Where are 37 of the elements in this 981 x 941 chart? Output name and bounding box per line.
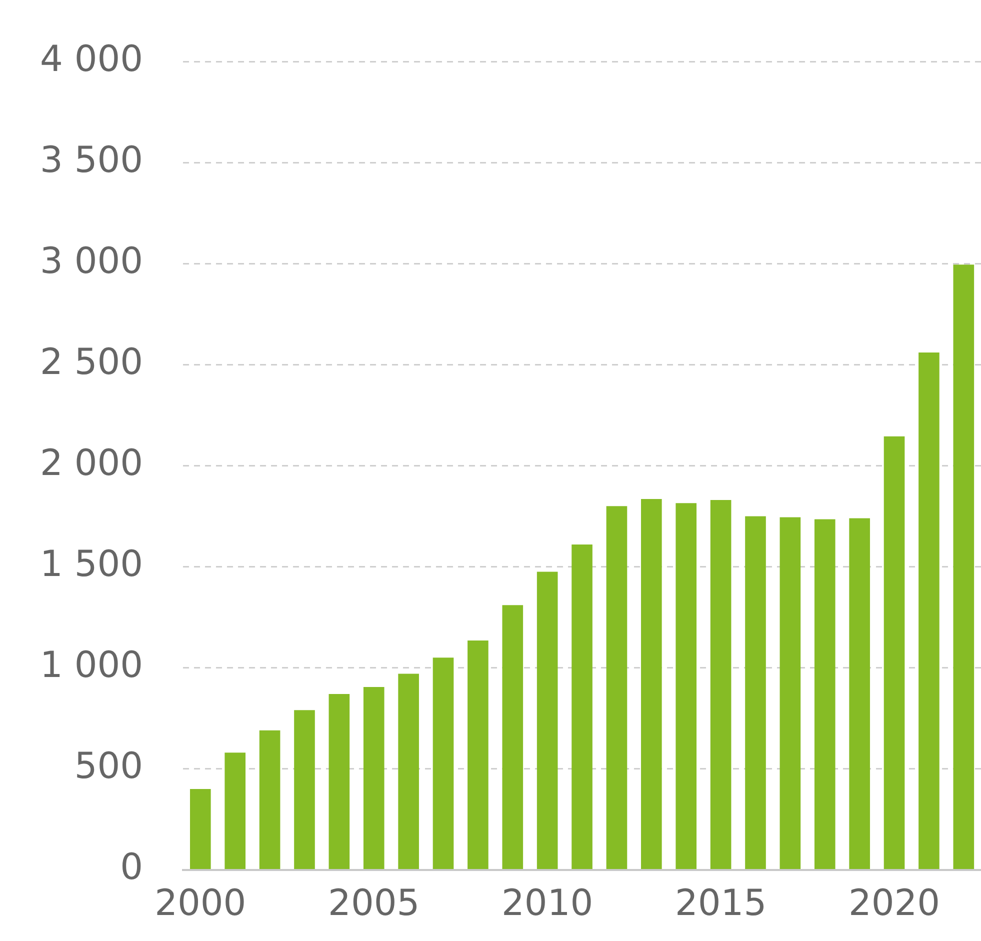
bar [710,500,732,870]
x-tick-label: 2020 [848,882,940,924]
bar [641,499,662,870]
bar [363,686,384,870]
x-tick-label: 2000 [154,882,246,924]
bar [536,572,558,870]
x-tick-label: 2010 [502,882,594,924]
bar [780,517,801,870]
x-tick-label: 2015 [674,882,767,924]
bar [953,264,974,870]
bar [502,605,524,870]
bar [814,519,836,870]
y-tick-label: 500 [74,746,144,788]
x-tick-label: 2005 [328,882,420,924]
bar [468,640,488,870]
bar [398,674,419,870]
bar [606,506,628,870]
y-tick-label: 3 500 [40,140,144,181]
bar [190,788,211,870]
bar [918,352,940,870]
bar [849,518,870,870]
y-tick-label: 2 000 [40,443,144,484]
bar [224,752,246,870]
y-tick-label: 0 [120,847,144,888]
bar [328,694,350,870]
bar [745,516,766,870]
bar [294,710,315,870]
bar [676,503,697,870]
bar [572,544,592,870]
y-tick-label: 1 500 [40,544,144,586]
y-tick-label: 3 000 [40,241,144,282]
bar [259,730,280,870]
bar [884,436,905,870]
y-tick-label: 2 500 [40,342,144,384]
y-tick-label: 4 000 [40,38,144,80]
bar [432,658,454,870]
y-tick-label: 1 000 [40,645,144,686]
